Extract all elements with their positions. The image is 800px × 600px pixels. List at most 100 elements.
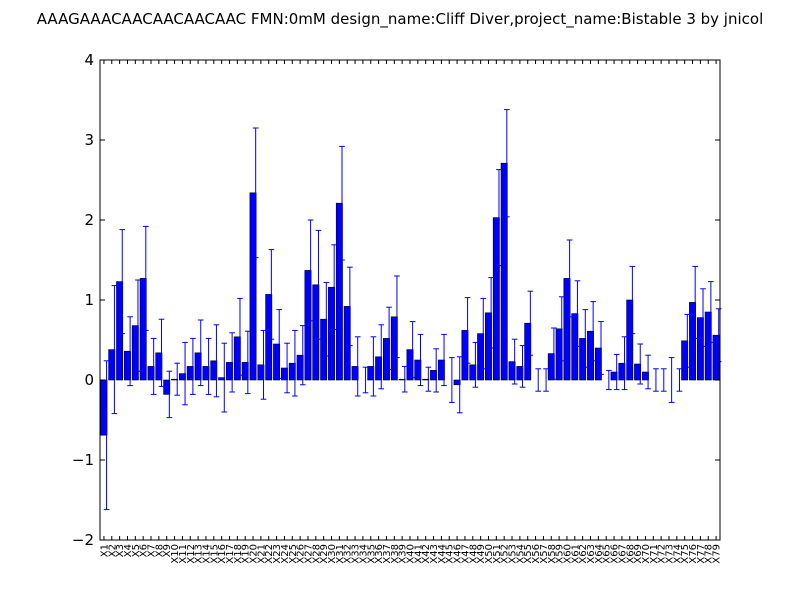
error-bar-X48: [472, 341, 479, 388]
error-bar-X64: [598, 321, 604, 375]
bar-X47: [461, 330, 469, 381]
bar-X30: [328, 286, 335, 381]
error-bar-X7: [150, 337, 157, 395]
error-bar-X31: [339, 145, 345, 261]
x-tick-label: X25: [288, 544, 299, 564]
error-bar-X12: [190, 337, 196, 395]
error-bar-X21: [260, 329, 267, 400]
error-bar-X8: [158, 318, 165, 387]
bar-X41: [414, 359, 422, 381]
x-tick-label: X18: [233, 544, 244, 564]
x-tick-label: X10: [170, 544, 181, 564]
bar-X77: [696, 317, 704, 381]
error-bar-X50: [488, 277, 494, 349]
error-bar-X36: [378, 324, 385, 390]
error-bar-X34: [362, 366, 369, 394]
error-bar-X23: [276, 309, 283, 379]
error-bar-X68: [629, 265, 636, 335]
x-tick-label: X24: [280, 544, 291, 564]
error-bar-X59: [558, 296, 565, 362]
bar-X9: [163, 379, 171, 395]
x-tick-label: X6: [139, 544, 150, 557]
bar-X43: [430, 370, 437, 381]
x-tick-label: X12: [186, 544, 197, 564]
x-tick-label: X70: [641, 544, 652, 564]
error-bar-X72: [660, 368, 667, 392]
bar-X6: [139, 278, 147, 381]
x-tick-label: X32: [343, 544, 354, 564]
error-bar-X55: [527, 290, 534, 356]
x-axis: X1X2X3X4X5X6X7X8X9X10X11X12X13X14X15X16X…: [99, 60, 723, 564]
x-tick-label: X36: [374, 544, 385, 564]
x-tick-label: X28: [311, 544, 322, 564]
x-tick-label: X16: [217, 544, 228, 564]
error-bar-X70: [645, 354, 651, 390]
bar-X37: [383, 338, 390, 381]
error-bar-X19: [245, 330, 251, 395]
x-tick-label: X71: [649, 544, 660, 564]
error-bar-X13: [197, 319, 204, 387]
bar-X24: [280, 367, 288, 381]
x-tick-label: X48: [468, 544, 479, 564]
bar-X58: [547, 353, 555, 381]
bar-X63: [587, 330, 594, 381]
bar-X52: [500, 162, 508, 381]
error-bar-X3: [119, 229, 126, 335]
bar-X25: [288, 362, 296, 381]
error-bar-X33: [354, 336, 361, 397]
error-bar-X16: [221, 342, 228, 413]
x-tick-label: X8: [154, 544, 165, 557]
x-tick-label: X73: [664, 544, 675, 564]
chart-title: AAAGAAACAACAACAACAAC FMN:0mM design_name…: [37, 10, 764, 29]
x-tick-label: X65: [602, 544, 613, 564]
error-bar-X26: [299, 325, 306, 386]
x-tick-label: X2: [107, 544, 118, 557]
error-bar-X41: [417, 333, 424, 387]
error-bar-X52: [503, 109, 510, 218]
x-tick-label: X23: [272, 544, 283, 564]
x-tick-label: X42: [421, 544, 432, 564]
x-tick-label: X11: [178, 544, 189, 564]
x-tick-label: X52: [500, 544, 511, 564]
y-tick-label: −1: [72, 451, 94, 469]
bar-X19: [241, 362, 249, 381]
bar-X53: [508, 361, 516, 381]
error-bar-X18: [237, 297, 243, 376]
bar-X46: [453, 379, 461, 386]
error-bar-X5: [135, 279, 141, 372]
error-bar-X75: [684, 313, 691, 368]
y-tick-label: −2: [72, 531, 94, 549]
x-tick-label: X31: [335, 544, 346, 564]
bar-X64: [594, 347, 602, 381]
x-tick-label: X60: [562, 544, 573, 564]
bar-X11: [178, 373, 186, 381]
error-bar-X60: [566, 239, 573, 318]
x-tick-label: X40: [406, 544, 417, 564]
error-bar-X27: [307, 219, 314, 322]
x-tick-label: X78: [704, 544, 715, 564]
bar-X76: [689, 302, 696, 381]
bar-X32: [343, 306, 351, 381]
x-tick-label: X7: [147, 544, 158, 557]
x-tick-label: X38: [390, 544, 401, 564]
x-tick-label: X64: [594, 544, 605, 564]
x-tick-label: X53: [508, 544, 519, 564]
x-tick-label: X74: [672, 544, 683, 564]
x-tick-label: X20: [249, 544, 260, 564]
x-tick-label: X34: [358, 544, 369, 564]
x-tick-label: X55: [523, 544, 534, 564]
error-bar-X29: [323, 281, 330, 357]
error-bar-X45: [449, 357, 455, 403]
error-bar-X6: [142, 225, 149, 331]
y-tick-label: 0: [84, 371, 94, 389]
bar-X66: [610, 371, 618, 381]
error-bar-X58: [551, 327, 557, 380]
error-bar-X15: [213, 324, 220, 398]
x-tick-label: X13: [194, 544, 205, 564]
bar-X48: [469, 364, 477, 381]
error-bar-X57: [543, 368, 549, 392]
error-bar-X10: [174, 362, 181, 396]
error-bar-X1: [103, 360, 110, 511]
error-bar-X56: [535, 368, 542, 392]
